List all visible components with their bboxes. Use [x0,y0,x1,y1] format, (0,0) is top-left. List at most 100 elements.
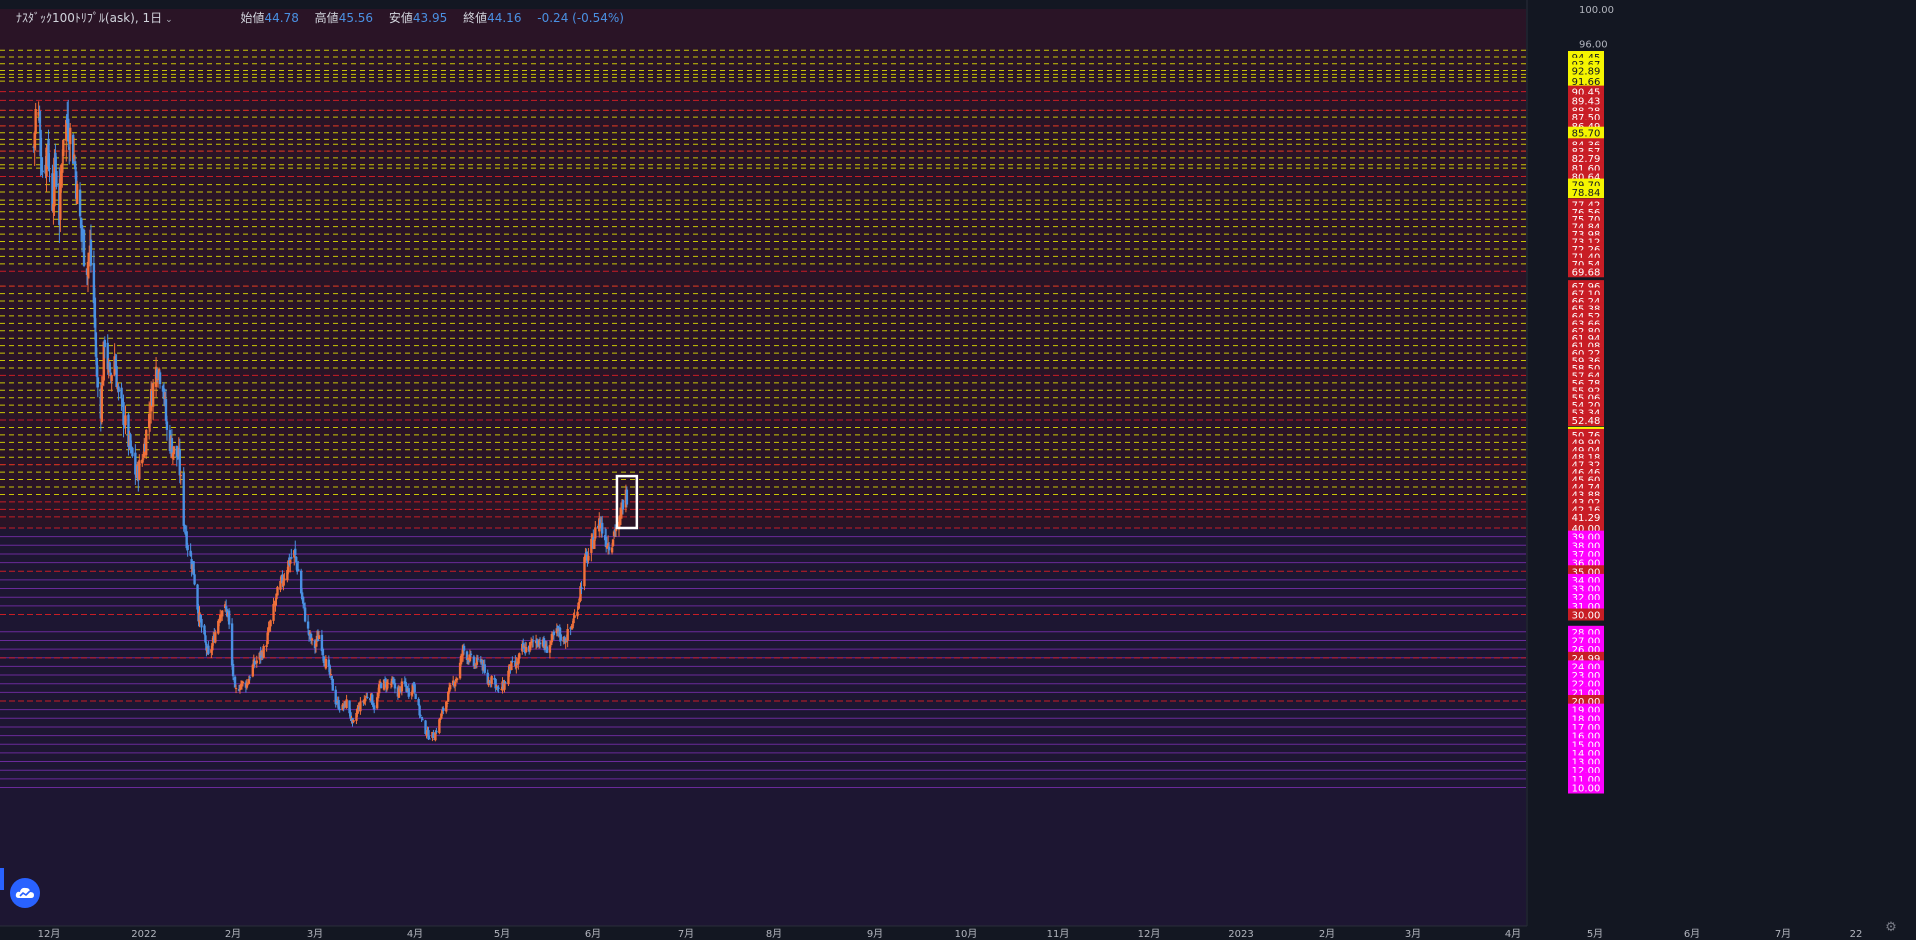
candle-body [407,688,410,697]
price-level-label: 87.50 [1572,113,1601,124]
candle-body [465,651,469,660]
candle-body [275,593,278,600]
candle-body [233,676,237,688]
price-level-label-bg [1568,75,1604,88]
candle-body [365,695,368,698]
candle-body [109,372,112,377]
candle-body [266,632,269,644]
candle-body [439,718,442,720]
candle-body [286,570,289,581]
price-axis[interactable]: 100.0096.0094.4593.6792.8991.6690.4589.4… [1526,0,1916,940]
price-level-label-bg [1568,64,1604,77]
candle-body [231,663,235,677]
candle-body [148,413,152,419]
time-tick-label: 2022 [131,929,156,940]
price-level-label: 89.43 [1572,96,1601,107]
candle-body [497,687,500,689]
candle-body [73,161,77,170]
candle-body [72,154,76,159]
candle-body [329,674,332,676]
candle-body [87,254,91,263]
candle-body [121,399,124,405]
time-tick-label: 22 [1850,929,1863,940]
candle-body [255,660,258,664]
candle-body [363,699,366,704]
candle-body [496,686,499,689]
candle-body [221,610,224,617]
gear-icon[interactable]: ⚙ [1885,920,1897,935]
candle-body [297,569,300,572]
side-panel-tab[interactable] [0,868,4,890]
cloud-icon [15,887,35,898]
price-level-label: 23.00 [1572,671,1601,682]
candle-body [204,635,207,643]
candle-body [441,709,444,713]
candle-body [65,120,68,141]
candles [32,99,629,742]
candle-body [207,645,210,654]
candle-body [455,678,459,681]
candle-body [440,713,443,719]
candle-body [102,341,105,381]
candle-body [338,708,341,711]
price-level-label: 42.16 [1572,505,1601,516]
candle-body [176,455,180,460]
close-value: 44.16 [487,11,522,25]
candle-body [550,633,554,643]
candle-body [89,239,93,266]
candle-body [240,681,244,686]
candle-body [124,415,127,426]
candle-body [108,362,111,371]
price-level-label: 15.00 [1572,740,1601,751]
candle-body [200,618,203,628]
time-tick-label: 7月 [1775,928,1791,940]
candle-body [414,693,417,700]
candle-body [300,592,304,600]
candle-body [432,732,435,739]
price-level-label: 36.00 [1572,559,1601,570]
candle-body [138,460,141,480]
price-level-label: 78.84 [1572,188,1601,199]
candle-body [38,117,41,123]
price-level-label: 32.00 [1572,593,1601,604]
price-level-label: 81.60 [1572,164,1601,175]
price-level-label-bg [1568,608,1604,621]
logo-button[interactable] [10,878,40,908]
time-tick-label: 3月 [307,928,323,940]
candle-body [129,434,132,449]
price-level-label: 82.79 [1572,154,1601,165]
candle-body [583,556,586,587]
candle-body [607,546,611,551]
candle-body [606,543,610,549]
candle-body [41,170,44,173]
low-label: 安値 [388,11,413,25]
time-axis[interactable]: 12月 2022 2月 3月 4月 5月 6月 7月 8月 9月 10月 11月 12月 2023 2月 3月… [0,925,1916,940]
candle-body [196,584,199,610]
candle-body [378,681,382,684]
candle-body [272,603,275,621]
high-label: 高値 [314,11,339,25]
candle-body [573,615,576,618]
candle-body [563,637,566,644]
candle-body [474,665,478,667]
candle-body [214,632,217,643]
price-level-label: 24.00 [1572,662,1601,673]
chevron-down-icon[interactable]: ⌄ [165,15,173,25]
price-level-label-bg [1568,94,1604,107]
candle-body [114,359,117,369]
price-level-label: 31.00 [1572,602,1601,613]
symbol-title[interactable]: ﾅｽﾀﾞｯｸ100ﾄﾘﾌﾟﾙ(ask), 1日 ⌄ [16,11,206,25]
candle-body [172,446,176,455]
candle-body [571,625,574,629]
candle-body [410,692,413,696]
candle-body [103,339,106,348]
candle-body [283,578,286,581]
candle-body [531,640,535,642]
time-tick-label: 2023 [1228,929,1253,940]
candle-body [535,639,539,644]
candle-body [593,539,596,549]
candle-body [101,380,104,385]
candle-body [400,681,404,692]
